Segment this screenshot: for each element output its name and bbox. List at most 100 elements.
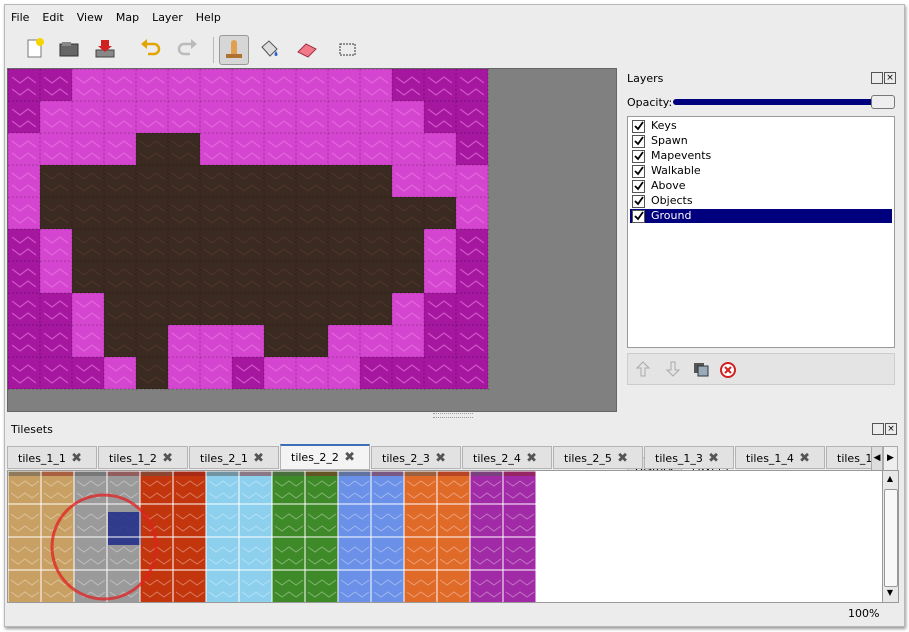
tab-scroll-right[interactable]: ▶	[883, 446, 898, 471]
tile-texture	[107, 204, 133, 224]
tab-close[interactable]: ✖	[253, 451, 264, 466]
tab-close[interactable]: ✖	[435, 451, 446, 466]
tileset-tile	[305, 537, 338, 570]
map-tile	[264, 293, 296, 325]
tile-texture	[142, 480, 172, 499]
tab-close[interactable]: ✖	[799, 451, 810, 466]
tile-texture	[76, 513, 106, 532]
tab-close[interactable]: ✖	[617, 451, 628, 466]
tab-label: tiles_2_5	[564, 452, 612, 465]
tileset-tile	[437, 471, 470, 504]
layer-row[interactable]: Walkable	[630, 164, 892, 178]
eraser-button[interactable]	[293, 35, 321, 63]
map-tile	[424, 357, 456, 389]
map-tile	[104, 197, 136, 229]
float-button[interactable]	[871, 72, 883, 84]
tab-close[interactable]: ✖	[344, 450, 355, 465]
tab-scroll-left[interactable]: ◀	[871, 446, 883, 471]
redo-button[interactable]	[173, 35, 201, 63]
layer-row[interactable]: Ground	[630, 209, 892, 223]
tab-close[interactable]: ✖	[526, 451, 537, 466]
tile-texture	[107, 332, 133, 352]
layer-row[interactable]: Keys	[630, 119, 892, 133]
checkbox[interactable]	[632, 210, 645, 223]
open-button[interactable]	[55, 35, 83, 63]
tile-texture	[171, 172, 197, 192]
map-tile	[136, 69, 168, 101]
tileset-tab[interactable]: tiles_2_4 ✖	[462, 446, 552, 469]
tile-top	[404, 471, 437, 476]
fill-button[interactable]	[255, 35, 283, 63]
tile-texture	[331, 204, 357, 224]
menu-item[interactable]: Map	[115, 11, 140, 24]
checkbox[interactable]	[632, 195, 645, 208]
tile-texture	[331, 268, 357, 288]
float-button[interactable]	[872, 423, 884, 435]
tileset-tab[interactable]: tiles_2_2 ✖	[280, 444, 370, 470]
tileset-tile	[437, 504, 470, 537]
menu-item[interactable]: Help	[195, 11, 221, 24]
tileset-tab[interactable]: tiles_1_4 ✖	[735, 446, 825, 469]
tile-texture	[427, 140, 453, 160]
splitter[interactable]	[433, 413, 473, 418]
tileset-tile	[74, 504, 107, 537]
opacity-label: Opacity:	[627, 96, 673, 109]
tileset-tab[interactable]: tiles_1_2 ✖	[98, 446, 188, 469]
scrollbar[interactable]: ▲ ▼	[882, 470, 899, 603]
tileset-tab[interactable]: tiles_1_1 ✖	[7, 446, 97, 469]
slider-handle[interactable]	[871, 95, 895, 109]
stamp-button[interactable]	[219, 35, 249, 65]
tile-texture	[331, 236, 357, 256]
layer-row[interactable]: Mapevents	[630, 149, 892, 163]
tile-texture	[267, 268, 293, 288]
tile-texture	[267, 172, 293, 192]
menu-item[interactable]: Layer	[152, 11, 183, 24]
map-tile	[8, 197, 40, 229]
map-tile	[200, 261, 232, 293]
tile-texture	[203, 76, 229, 96]
close-button[interactable]: ×	[885, 423, 897, 435]
tileset-tab[interactable]: tiles_2_3 ✖	[371, 446, 461, 469]
save-button[interactable]	[91, 35, 119, 63]
tileset-tab[interactable]: tiles_1_✖	[826, 446, 871, 469]
checkbox[interactable]	[632, 165, 645, 178]
tile-texture	[472, 579, 502, 598]
map-tile	[360, 165, 392, 197]
tile-texture	[175, 513, 205, 532]
tileset-view[interactable]	[7, 470, 883, 604]
select-button[interactable]	[333, 35, 361, 63]
tab-close[interactable]: ✖	[162, 451, 173, 466]
map-tile	[40, 261, 72, 293]
tileset-tile	[206, 570, 239, 603]
tileset-tab[interactable]: tiles_2_1 ✖	[189, 446, 279, 469]
checkbox[interactable]	[632, 150, 645, 163]
opacity-slider[interactable]	[673, 99, 883, 105]
map-tile	[264, 325, 296, 357]
map-view[interactable]	[7, 68, 617, 412]
close-button[interactable]: ×	[884, 72, 896, 84]
scroll-down[interactable]: ▼	[886, 588, 894, 597]
tab-label: tiles_1_3	[655, 452, 703, 465]
undo-button[interactable]	[137, 35, 165, 63]
checkbox[interactable]	[632, 180, 645, 193]
scroll-thumb[interactable]	[884, 489, 898, 587]
menu-item[interactable]: File	[11, 11, 30, 24]
new-button[interactable]	[21, 35, 49, 63]
tab-close[interactable]: ✖	[71, 451, 82, 466]
scroll-up[interactable]: ▲	[886, 474, 894, 483]
layer-row[interactable]: Above	[630, 179, 892, 193]
map-tile	[296, 261, 328, 293]
menu-item[interactable]: Edit	[42, 11, 64, 24]
layer-row[interactable]: Objects	[630, 194, 892, 208]
map-tile	[136, 229, 168, 261]
tile-texture	[171, 332, 197, 352]
menu-item[interactable]: View	[76, 11, 103, 24]
tileset-tab[interactable]: tiles_1_3 ✖	[644, 446, 734, 469]
checkbox[interactable]	[632, 135, 645, 148]
tile-top	[107, 471, 140, 476]
checkbox[interactable]	[632, 120, 645, 133]
tileset-tab[interactable]: tiles_2_5 ✖	[553, 446, 643, 469]
tile-texture	[406, 480, 436, 499]
tab-close[interactable]: ✖	[708, 451, 719, 466]
layer-row[interactable]: Spawn	[630, 134, 892, 148]
